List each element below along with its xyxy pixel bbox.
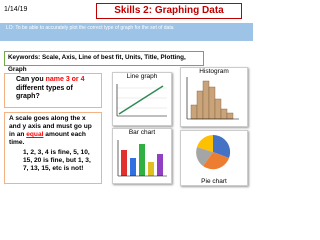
highlight: equal: [26, 131, 44, 138]
title: Skills 2: Graphing Data: [96, 3, 242, 19]
text: amount each time.: [9, 131, 86, 146]
bar-chart-icon: [117, 140, 167, 177]
highlight: name: [45, 76, 64, 83]
line-graph-card: Line graph: [112, 72, 172, 126]
pie-chart-icon: [196, 134, 231, 170]
slide: 1/14/19 Skills 2: Graphing Data LO: To b…: [0, 3, 253, 186]
keywords: Keywords: Scale, Axis, Line of best fit,…: [4, 51, 204, 73]
highlight: 3 or 4: [65, 76, 85, 83]
bar-chart-card: Bar chart: [112, 128, 172, 184]
text: Can you: [16, 76, 46, 83]
scale-box: A scale goes along the x and y axis and …: [4, 112, 102, 184]
text: A scale goes along the x and y axis and …: [9, 115, 92, 138]
objective: LO: To be able to accurately plot the co…: [0, 23, 253, 41]
question-box: Can you name 3 or 4 different types of g…: [4, 73, 102, 108]
label: Line graph: [126, 73, 158, 80]
histogram-icon: [186, 77, 239, 120]
label: Bar chart: [128, 129, 156, 136]
label: Pie chart: [201, 178, 227, 185]
date: 1/14/19: [4, 6, 28, 13]
label: Histogram: [199, 68, 229, 75]
examples: 1, 2, 3, 4 is fine, 5, 10, 15, 20 is fin…: [23, 149, 91, 172]
line-graph-icon: [116, 84, 167, 117]
histogram-card: Histogram: [180, 67, 248, 127]
pie-chart-card: Pie chart: [180, 130, 248, 186]
text: different types of graph?: [16, 84, 73, 101]
